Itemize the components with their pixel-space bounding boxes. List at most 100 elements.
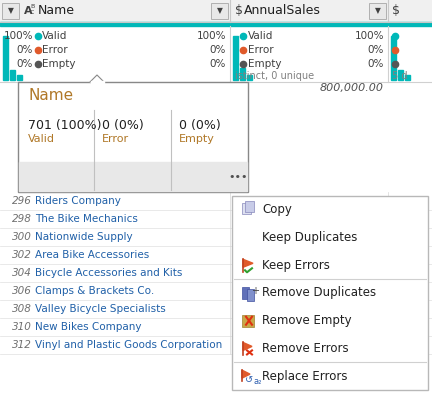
Bar bbox=[242, 287, 249, 299]
Bar bbox=[0, 210, 432, 228]
Text: 0%: 0% bbox=[16, 59, 33, 69]
Text: 306: 306 bbox=[12, 286, 32, 296]
Text: 310: 310 bbox=[12, 322, 32, 332]
Text: istinct, 0 unique: istinct, 0 unique bbox=[235, 71, 314, 81]
Text: Empty: Empty bbox=[248, 59, 282, 69]
Text: Valley Bicycle Specialists: Valley Bicycle Specialists bbox=[35, 304, 166, 314]
Text: Nationwide Supply: Nationwide Supply bbox=[35, 232, 133, 242]
Text: Valid: Valid bbox=[42, 31, 67, 41]
Text: 302: 302 bbox=[12, 250, 32, 260]
Text: 300: 300 bbox=[12, 232, 32, 242]
Bar bbox=[91, 81, 104, 84]
Text: Error: Error bbox=[42, 45, 68, 55]
Bar bbox=[18, 82, 248, 192]
Text: Keep Errors: Keep Errors bbox=[262, 259, 330, 272]
Bar bbox=[0, 300, 432, 318]
Text: ▼: ▼ bbox=[216, 6, 222, 16]
Text: A: A bbox=[24, 6, 33, 16]
Bar bbox=[398, 70, 403, 80]
Text: Remove Empty: Remove Empty bbox=[262, 314, 352, 327]
Bar bbox=[247, 289, 254, 301]
Text: 100%: 100% bbox=[3, 31, 33, 41]
Bar bbox=[0, 0, 432, 22]
Bar bbox=[0, 26, 432, 82]
Bar bbox=[0, 246, 432, 264]
Text: 0%: 0% bbox=[16, 45, 33, 55]
Text: Empty: Empty bbox=[42, 59, 76, 69]
Text: Vinyl and Plastic Goods Corporation: Vinyl and Plastic Goods Corporation bbox=[35, 340, 222, 350]
Bar bbox=[391, 36, 396, 80]
Text: 0%: 0% bbox=[368, 45, 384, 55]
Text: Remove Duplicates: Remove Duplicates bbox=[262, 287, 376, 300]
Polygon shape bbox=[243, 259, 253, 267]
Text: 0%: 0% bbox=[210, 59, 226, 69]
Text: Error: Error bbox=[102, 134, 129, 144]
Polygon shape bbox=[242, 370, 250, 378]
Text: $: $ bbox=[392, 4, 400, 18]
Bar bbox=[0, 282, 432, 300]
Text: a₂: a₂ bbox=[254, 377, 262, 386]
Text: Replace Errors: Replace Errors bbox=[262, 370, 347, 382]
Text: 800,000.00: 800,000.00 bbox=[320, 83, 384, 93]
Bar bbox=[369, 3, 386, 19]
Text: Copy: Copy bbox=[262, 203, 292, 217]
Text: $: $ bbox=[235, 4, 243, 18]
Text: 0%: 0% bbox=[368, 59, 384, 69]
Text: The Bike Mechanics: The Bike Mechanics bbox=[35, 214, 138, 224]
Text: +: + bbox=[251, 286, 259, 296]
Text: 5 d: 5 d bbox=[392, 71, 407, 81]
Bar bbox=[242, 315, 254, 327]
Bar bbox=[19, 162, 247, 191]
Bar bbox=[211, 3, 228, 19]
Text: 308: 308 bbox=[12, 304, 32, 314]
Bar bbox=[17, 75, 22, 80]
Bar bbox=[10, 70, 15, 80]
Text: 298: 298 bbox=[12, 214, 32, 224]
Text: Name: Name bbox=[38, 4, 75, 18]
Polygon shape bbox=[90, 75, 104, 82]
Bar bbox=[0, 22, 432, 26]
Text: 100%: 100% bbox=[355, 31, 384, 41]
Bar bbox=[3, 36, 8, 80]
Bar bbox=[240, 68, 245, 80]
Text: 312: 312 bbox=[12, 340, 32, 350]
Text: Keep Duplicates: Keep Duplicates bbox=[262, 231, 357, 244]
Text: 701 (100%): 701 (100%) bbox=[28, 119, 102, 133]
Text: Area Bike Accessories: Area Bike Accessories bbox=[35, 250, 149, 260]
Bar bbox=[233, 36, 238, 80]
Text: AnnualSales: AnnualSales bbox=[244, 4, 321, 18]
Text: 304: 304 bbox=[12, 268, 32, 278]
Text: ▼: ▼ bbox=[8, 6, 13, 16]
Text: Riders Company: Riders Company bbox=[35, 196, 121, 206]
Text: 100%: 100% bbox=[197, 31, 226, 41]
Polygon shape bbox=[243, 342, 252, 350]
Text: •••: ••• bbox=[228, 172, 248, 182]
Text: Bicycle Accessories and Kits: Bicycle Accessories and Kits bbox=[35, 268, 182, 278]
Bar bbox=[0, 264, 432, 282]
Text: 296: 296 bbox=[12, 196, 32, 206]
Bar bbox=[0, 318, 432, 336]
Text: Valid: Valid bbox=[28, 134, 55, 144]
Text: Error: Error bbox=[248, 45, 273, 55]
Bar bbox=[247, 75, 252, 80]
Text: Clamps & Brackets Co.: Clamps & Brackets Co. bbox=[35, 286, 154, 296]
Text: 0 (0%): 0 (0%) bbox=[179, 119, 221, 133]
Text: 0 (0%): 0 (0%) bbox=[102, 119, 144, 133]
Bar bbox=[2, 3, 19, 19]
Bar bbox=[232, 196, 428, 390]
Text: Valid: Valid bbox=[248, 31, 273, 41]
Text: ↺: ↺ bbox=[245, 375, 253, 385]
Text: 1,500,000.00: 1,500,000.00 bbox=[314, 340, 384, 350]
Text: 0%: 0% bbox=[210, 45, 226, 55]
Bar bbox=[242, 203, 251, 214]
Text: ▼: ▼ bbox=[375, 6, 381, 16]
Bar bbox=[405, 75, 410, 80]
Bar bbox=[0, 336, 432, 354]
Text: New Bikes Company: New Bikes Company bbox=[35, 322, 142, 332]
Text: B
C: B C bbox=[30, 4, 35, 14]
Text: Name: Name bbox=[28, 88, 73, 103]
Text: Empty: Empty bbox=[179, 134, 215, 144]
Bar bbox=[0, 192, 432, 210]
Text: Remove Errors: Remove Errors bbox=[262, 342, 349, 355]
Bar bbox=[0, 228, 432, 246]
